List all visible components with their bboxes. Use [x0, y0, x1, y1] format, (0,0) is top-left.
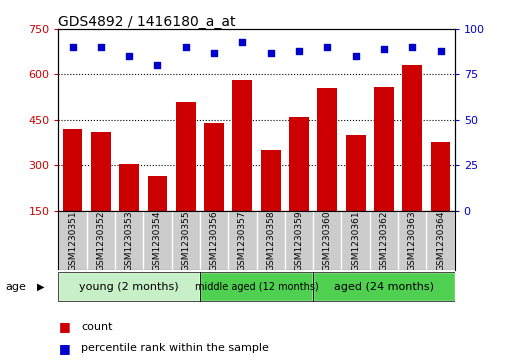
Point	[295, 48, 303, 54]
Text: GSM1230351: GSM1230351	[68, 210, 77, 271]
Text: count: count	[81, 322, 113, 332]
Bar	[58, 272, 200, 301]
Bar	[313, 272, 455, 301]
Point	[323, 44, 331, 50]
Bar	[176, 102, 196, 211]
Text: GSM1230355: GSM1230355	[181, 210, 190, 271]
Point	[436, 48, 444, 54]
Bar	[233, 81, 252, 211]
Bar	[148, 176, 167, 211]
Text: ■: ■	[58, 320, 70, 333]
Bar	[58, 272, 200, 301]
Text: GDS4892 / 1416180_a_at: GDS4892 / 1416180_a_at	[58, 15, 236, 29]
Text: GSM1230361: GSM1230361	[351, 210, 360, 271]
Bar	[345, 135, 365, 211]
Text: GSM1230354: GSM1230354	[153, 210, 162, 271]
Text: aged (24 months): aged (24 months)	[334, 282, 434, 292]
Point	[125, 53, 133, 59]
Text: GSM1230359: GSM1230359	[295, 210, 303, 271]
Text: GSM1230360: GSM1230360	[323, 210, 332, 271]
Point	[182, 44, 190, 50]
Bar	[289, 117, 309, 211]
Text: ▶: ▶	[37, 282, 45, 292]
Text: GSM1230362: GSM1230362	[379, 210, 389, 271]
Point	[238, 39, 246, 45]
Bar	[374, 86, 394, 211]
Bar	[200, 272, 313, 301]
Point	[352, 53, 360, 59]
Point	[153, 62, 162, 68]
Text: GSM1230352: GSM1230352	[97, 210, 105, 271]
Text: age: age	[5, 282, 26, 292]
Point	[267, 50, 275, 56]
Text: GSM1230353: GSM1230353	[124, 210, 134, 271]
Bar	[62, 129, 82, 211]
Text: ■: ■	[58, 342, 70, 355]
Text: GSM1230356: GSM1230356	[210, 210, 218, 271]
Bar	[318, 88, 337, 211]
Text: percentile rank within the sample: percentile rank within the sample	[81, 343, 269, 354]
Text: GSM1230358: GSM1230358	[266, 210, 275, 271]
Text: GSM1230363: GSM1230363	[408, 210, 417, 271]
Bar	[200, 272, 313, 301]
Text: GSM1230364: GSM1230364	[436, 210, 445, 271]
Point	[69, 44, 77, 50]
Bar	[402, 65, 422, 211]
Bar	[313, 272, 455, 301]
Bar	[204, 123, 224, 211]
Text: young (2 months): young (2 months)	[79, 282, 179, 292]
Point	[210, 50, 218, 56]
Point	[380, 46, 388, 52]
Bar	[431, 142, 451, 211]
Point	[97, 44, 105, 50]
Point	[408, 44, 416, 50]
Text: GSM1230357: GSM1230357	[238, 210, 247, 271]
Text: middle aged (12 months): middle aged (12 months)	[195, 282, 319, 292]
Bar	[91, 132, 111, 211]
Bar	[261, 150, 280, 211]
Bar	[119, 164, 139, 211]
